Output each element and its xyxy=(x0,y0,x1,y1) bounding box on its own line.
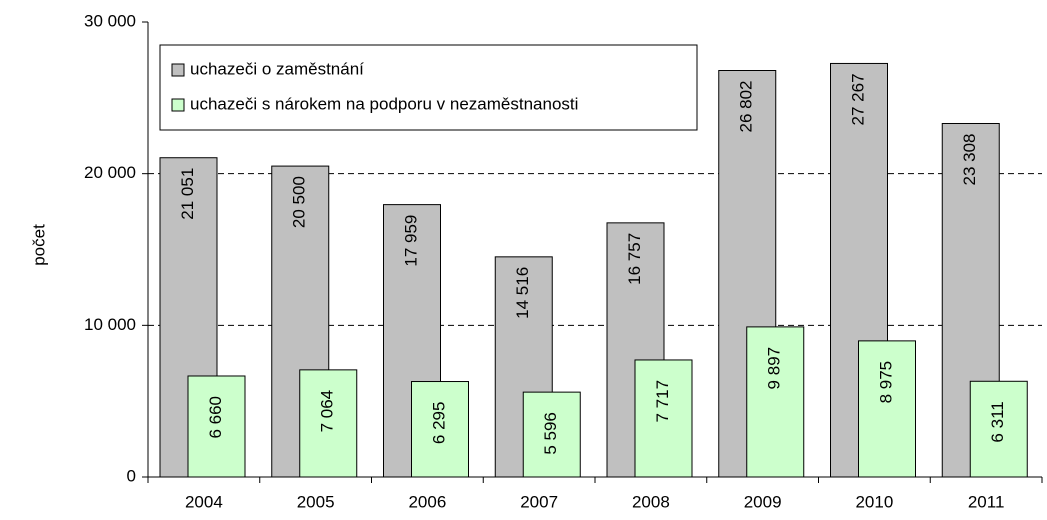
x-tick-label: 2004 xyxy=(185,492,223,511)
x-tick-label: 2010 xyxy=(855,492,893,511)
value-label: 26 802 xyxy=(737,81,756,133)
value-label: 23 308 xyxy=(960,133,979,185)
legend-box xyxy=(159,44,698,131)
x-tick-label: 2009 xyxy=(744,492,782,511)
bar xyxy=(522,391,581,478)
legend-label: uchazeči s nárokem na podporu v nezaměst… xyxy=(190,94,578,113)
value-label: 7 717 xyxy=(653,380,672,423)
x-tick-label: 2005 xyxy=(297,492,335,511)
value-label: 6 660 xyxy=(206,396,225,439)
bar xyxy=(187,375,246,478)
bar xyxy=(746,326,805,478)
y-axis-label: počet xyxy=(29,224,48,266)
bar xyxy=(299,369,358,478)
value-label: 14 516 xyxy=(513,267,532,319)
bar xyxy=(634,359,693,478)
value-label: 21 051 xyxy=(178,168,197,220)
y-tick-label: 30 000 xyxy=(84,11,136,30)
value-label: 6 311 xyxy=(988,401,1007,442)
value-label: 16 757 xyxy=(625,233,644,285)
y-tick-label: 10 000 xyxy=(84,315,136,334)
x-tick-label: 2011 xyxy=(968,492,1005,511)
x-tick-label: 2006 xyxy=(408,492,446,511)
value-label: 8 975 xyxy=(876,361,895,404)
bar xyxy=(858,340,916,478)
value-label: 20 500 xyxy=(290,176,309,228)
y-tick-label: 20 000 xyxy=(84,163,136,182)
y-tick-label: 0 xyxy=(127,466,136,485)
value-label: 7 064 xyxy=(318,390,337,433)
value-label: 6 295 xyxy=(429,402,448,445)
value-label: 27 267 xyxy=(848,73,867,125)
legend-swatch xyxy=(171,63,185,77)
legend-swatch xyxy=(171,98,185,112)
x-tick-label: 2007 xyxy=(520,492,558,511)
legend-label: uchazeči o zaměstnání xyxy=(190,59,364,78)
value-label: 5 596 xyxy=(541,412,560,455)
x-tick-label: 2008 xyxy=(632,492,670,511)
value-label: 9 897 xyxy=(765,347,784,390)
value-label: 17 959 xyxy=(401,215,420,267)
bar xyxy=(969,380,1028,478)
